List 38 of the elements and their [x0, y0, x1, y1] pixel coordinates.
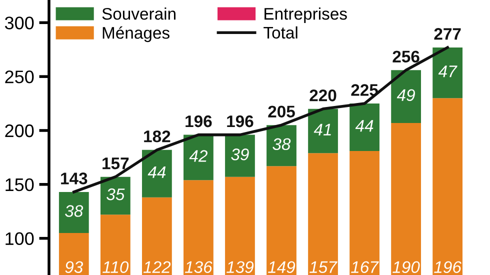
data-label: 277 [434, 28, 461, 40]
data-label: 143 [61, 172, 88, 184]
y-tick-label: 100 [6, 232, 34, 246]
data-label: 196 [227, 115, 254, 128]
data-label: 49 [396, 89, 415, 101]
data-label: 190 [392, 261, 420, 274]
data-label: 149 [268, 261, 296, 274]
data-label: 256 [392, 50, 420, 62]
legend-label: Souverain [102, 8, 176, 20]
data-label: 44 [355, 120, 374, 132]
data-label: 182 [144, 130, 170, 142]
data-label: 41 [314, 124, 331, 136]
data-label: 157 [310, 261, 338, 274]
data-label: 38 [65, 205, 84, 217]
data-label: 205 [268, 106, 295, 118]
y-tick-label: 200 [5, 124, 34, 138]
data-label: 139 [226, 261, 254, 274]
data-label: 196 [434, 261, 462, 274]
y-tick-label: 250 [5, 70, 34, 84]
legend-label: Ménages [102, 26, 170, 42]
data-label: 220 [310, 90, 336, 102]
data-label: 44 [148, 166, 166, 178]
legend-label: Total [264, 26, 298, 39]
data-label: 93 [65, 261, 84, 274]
data-label: 35 [106, 188, 125, 200]
legend-label: Entreprises [264, 8, 347, 24]
data-label: 136 [184, 261, 212, 274]
data-label: 47 [438, 66, 458, 78]
data-label: 42 [189, 150, 208, 162]
data-label: 39 [231, 148, 249, 160]
y-tick-label: 300 [4, 16, 34, 30]
data-label: 167 [351, 261, 379, 274]
data-label: 157 [102, 158, 129, 170]
data-label: 122 [143, 261, 171, 273]
y-tick-label: 150 [6, 178, 34, 192]
data-label: 196 [186, 115, 212, 128]
data-label: 110 [102, 261, 129, 274]
data-label: 38 [272, 138, 291, 150]
